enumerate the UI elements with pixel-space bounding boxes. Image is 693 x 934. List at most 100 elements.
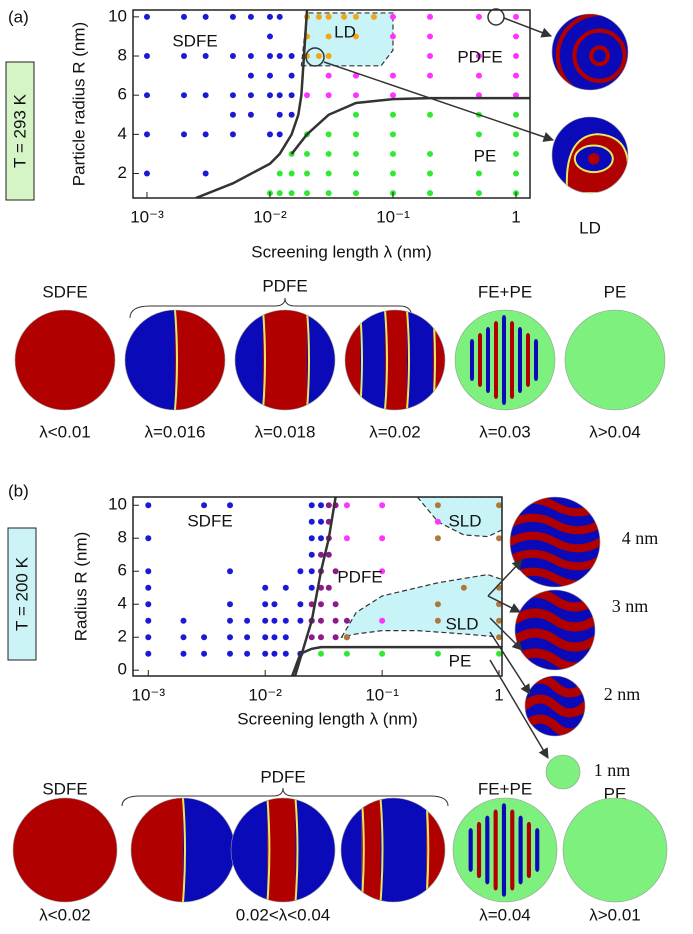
point [325, 190, 332, 197]
point [180, 634, 187, 641]
point [352, 170, 359, 177]
point [341, 13, 348, 20]
domain [502, 315, 506, 405]
point [475, 53, 482, 60]
phase-label: FE+PE [478, 779, 532, 798]
point [427, 190, 434, 197]
region-label: PE [474, 146, 497, 165]
point [262, 601, 269, 608]
point [434, 535, 441, 542]
x-tick-label: 10⁻³ [132, 685, 166, 704]
domain [360, 310, 385, 410]
point [512, 150, 519, 157]
picture-outline [344, 309, 446, 411]
x-tick-label: 10⁻¹ [365, 685, 399, 704]
arrow [487, 559, 523, 597]
domain-wall [174, 310, 178, 410]
y-tick-label: 10 [108, 6, 127, 25]
domain-picture [453, 798, 557, 902]
point [434, 601, 441, 608]
point [317, 650, 324, 657]
region-label: PE [449, 651, 472, 670]
picture-outline [551, 116, 629, 194]
point [271, 617, 278, 624]
point [227, 617, 234, 624]
point [266, 92, 273, 99]
picture-outline [230, 797, 336, 903]
point [325, 53, 332, 60]
point [308, 502, 315, 509]
domain-picture [125, 310, 225, 410]
point [325, 13, 332, 20]
picture-outline [124, 309, 226, 411]
brace [121, 787, 449, 807]
point [247, 72, 254, 79]
point [475, 92, 482, 99]
y-tick-label: 6 [118, 561, 127, 580]
phase-label: SDFE [42, 282, 87, 301]
arrow [487, 595, 521, 613]
brace [129, 297, 413, 319]
point [143, 170, 150, 177]
point [389, 170, 396, 177]
point [352, 190, 359, 197]
domain [526, 821, 531, 879]
point [352, 33, 359, 40]
point [145, 650, 152, 657]
point [460, 584, 467, 591]
point [262, 634, 269, 641]
point [352, 92, 359, 99]
point [352, 131, 359, 138]
inset-label: 2 nm [604, 684, 641, 704]
region-label: SDFE [172, 31, 217, 50]
picture-outline [340, 797, 446, 903]
point [512, 53, 519, 60]
x-tick-label: 1 [494, 685, 503, 704]
point [352, 150, 359, 157]
y-tick-label: 2 [118, 163, 127, 182]
point [145, 502, 152, 509]
point [202, 53, 209, 60]
point [276, 131, 283, 138]
panel-label: (b) [8, 481, 29, 500]
arrow [489, 617, 523, 651]
point [512, 33, 519, 40]
lambda-label: λ=0.018 [255, 422, 316, 441]
point [325, 72, 332, 79]
point [288, 111, 295, 118]
region-label: PDFE [337, 567, 382, 586]
arrow [323, 61, 554, 142]
point [229, 53, 236, 60]
plot-frame [132, 9, 531, 199]
point [308, 518, 315, 525]
point [180, 13, 187, 20]
domain [175, 310, 225, 410]
point [145, 601, 152, 608]
domain [183, 798, 235, 902]
point [229, 92, 236, 99]
lambda-label: λ<0.01 [39, 422, 91, 441]
point [145, 617, 152, 624]
domain [510, 513, 600, 535]
point [229, 131, 236, 138]
domain-picture [515, 590, 595, 670]
point [303, 150, 310, 157]
y-tick-label: 10 [108, 495, 127, 514]
y-tick-label: 8 [118, 46, 127, 65]
lambda-label: 0.02<λ<0.04 [236, 905, 331, 924]
point [379, 535, 386, 542]
point [325, 551, 332, 558]
point [379, 617, 386, 624]
domain-wall [266, 798, 271, 902]
picture-outline [524, 675, 586, 737]
point [288, 53, 295, 60]
domain [125, 310, 175, 410]
point [180, 650, 187, 657]
domain-picture [231, 798, 335, 902]
y-tick-label: 6 [118, 85, 127, 104]
point [262, 650, 269, 657]
picture-outline [452, 797, 558, 903]
picture-outline [514, 589, 596, 671]
point [389, 111, 396, 118]
point [288, 190, 295, 197]
